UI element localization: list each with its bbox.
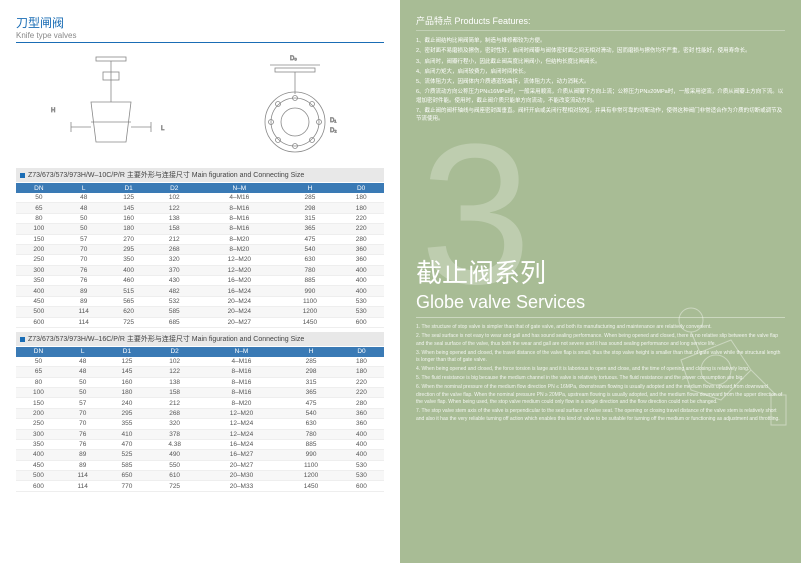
- features-title: 产品特点 Products Features:: [416, 14, 785, 31]
- col-header: N–M: [200, 347, 283, 357]
- table2: DNLD1D2N–MHD0 50481251024–M1628518065481…: [16, 347, 384, 492]
- desc-item: 3. When being opened and closed, the tra…: [416, 350, 785, 365]
- table-row: 4508956553220–M241100530: [16, 296, 384, 306]
- table-row: 100501801588–M16365220: [16, 224, 384, 234]
- table-row: 150572702128–M20475280: [16, 234, 384, 244]
- table-row: 3007641037812–M24780400: [16, 429, 384, 439]
- col-header: D1: [104, 347, 149, 357]
- feature-item: 1、截止阀结构比闸阀简单，制造与维修都较为方便。: [416, 37, 785, 45]
- table-row: 50011462058520–M241200530: [16, 307, 384, 317]
- valve-front-icon: D₀ D₁ D₂: [230, 52, 360, 162]
- col-header: DN: [16, 183, 62, 193]
- col-header: D2: [151, 183, 197, 193]
- right-panel: 3 产品特点 Products Features: 1、截止阀结构比闸阀简单，制…: [400, 0, 801, 563]
- table-row: 50481251024–M16285180: [16, 193, 384, 203]
- valve-section-icon: H L: [41, 52, 181, 162]
- table-row: 50481251024–M16285180: [16, 357, 384, 367]
- table-row: 2507035032012–M20630360: [16, 255, 384, 265]
- valve-diagram: H L D₀: [16, 49, 384, 164]
- desc-item: 2. The seal surface is not easy to wear …: [416, 333, 785, 348]
- table1-title: Z73/673/573/973H/W–10C/P/R 主要外形与连接尺寸 Mai…: [16, 168, 384, 182]
- svg-text:H: H: [51, 108, 55, 114]
- divider: [416, 317, 785, 318]
- desc-item: 5. The fluid resistance is big because t…: [416, 375, 785, 383]
- table-row: 4508958555020–M271100530: [16, 460, 384, 470]
- table-row: 60011472568520–M271450600: [16, 317, 384, 327]
- square-icon: [20, 173, 25, 178]
- table-row: 200702952688–M20540360: [16, 244, 384, 254]
- table-row: 4008952549016–M27990400: [16, 450, 384, 460]
- svg-text:D₂: D₂: [330, 128, 337, 134]
- table-row: 4008951548216–M24990400: [16, 286, 384, 296]
- hero-cn: 截止阀系列: [416, 253, 785, 290]
- feature-item: 3、启闭时，阀瓣行程小，因此截止阀高度比闸阀小，但结构长度比闸阀长。: [416, 58, 785, 66]
- col-header: H: [283, 347, 339, 357]
- table-row: 65481451228–M16298180: [16, 367, 384, 377]
- col-header: L: [62, 183, 106, 193]
- col-header: D1: [106, 183, 152, 193]
- feature-item: 4、启闭力矩大，启闭较费力，启闭时间校长。: [416, 68, 785, 76]
- table2-title: Z73/673/573/973H/W–16C/P/R 主要外形与连接尺寸 Mai…: [16, 332, 384, 346]
- feature-item: 5、流体阻力大，因阀体内介质通道较曲折，流体阻力大，动力消耗大。: [416, 78, 785, 86]
- table-row: 150572402128–M20475280: [16, 398, 384, 408]
- col-header: D0: [338, 183, 384, 193]
- table-row: 3007640037012–M20780400: [16, 265, 384, 275]
- table1: DNLD1D2N–MHD0 50481251024–M1628518065481…: [16, 183, 384, 328]
- table-row: 80501601388–M16315220: [16, 213, 384, 223]
- desc-item: 1. The structure of stop valve is simple…: [416, 324, 785, 332]
- table-row: 50011465061020–M301200530: [16, 471, 384, 481]
- svg-text:D₀: D₀: [290, 56, 297, 62]
- col-header: D2: [149, 347, 199, 357]
- desc-item: 4. When being opened and closed, the for…: [416, 366, 785, 374]
- col-header: N–M: [197, 183, 281, 193]
- title-block: 刀型闸阀 Knife type valves: [16, 14, 384, 43]
- description-list: 1. The structure of stop valve is simple…: [416, 324, 785, 423]
- page: 刀型闸阀 Knife type valves H L: [0, 0, 801, 563]
- feature-item: 2、密封面不易磨损及擦伤，密封性好，启闭时阀瓣与阀体密封面之间无相对滑动，因而磨…: [416, 47, 785, 55]
- col-header: D0: [339, 347, 384, 357]
- table-row: 2507035532012–M24630360: [16, 419, 384, 429]
- feature-item: 6、介质流动方向公称压力PN≤16MPa时，一般采用顺流，介质从阀瓣下方向上流；…: [416, 88, 785, 105]
- table-row: 3507646043016–M20885400: [16, 276, 384, 286]
- col-header: H: [282, 183, 339, 193]
- desc-item: 7. The stop valve stem axis of the valve…: [416, 408, 785, 423]
- left-panel: 刀型闸阀 Knife type valves H L: [0, 0, 400, 563]
- square-icon: [20, 337, 25, 342]
- table-row: 65481451228–M16298180: [16, 203, 384, 213]
- feature-item: 7、截止阀的阀杆轴线与阀座密封面垂直。阀杆开启或关闭行程相对较短，并具有非常可靠…: [416, 107, 785, 124]
- desc-item: 6. When the nominal pressure of the medi…: [416, 384, 785, 407]
- table-row: 100501801588–M16365220: [16, 388, 384, 398]
- svg-text:L: L: [161, 126, 165, 132]
- title-cn: 刀型闸阀: [16, 14, 384, 31]
- col-header: DN: [16, 347, 61, 357]
- hero-en: Globe valve Services: [416, 292, 785, 313]
- table-row: 60011477072520–M331450600: [16, 481, 384, 491]
- features-list: 1、截止阀结构比闸阀简单，制造与维修都较为方便。 2、密封面不易磨损及擦伤，密封性…: [416, 37, 785, 123]
- table-row: 350764704.3816–M24885400: [16, 439, 384, 449]
- table-row: 80501601388–M16315220: [16, 377, 384, 387]
- table-row: 2007029526812–M20540360: [16, 408, 384, 418]
- col-header: L: [61, 347, 105, 357]
- svg-text:D₁: D₁: [330, 118, 336, 124]
- title-en: Knife type valves: [16, 31, 384, 43]
